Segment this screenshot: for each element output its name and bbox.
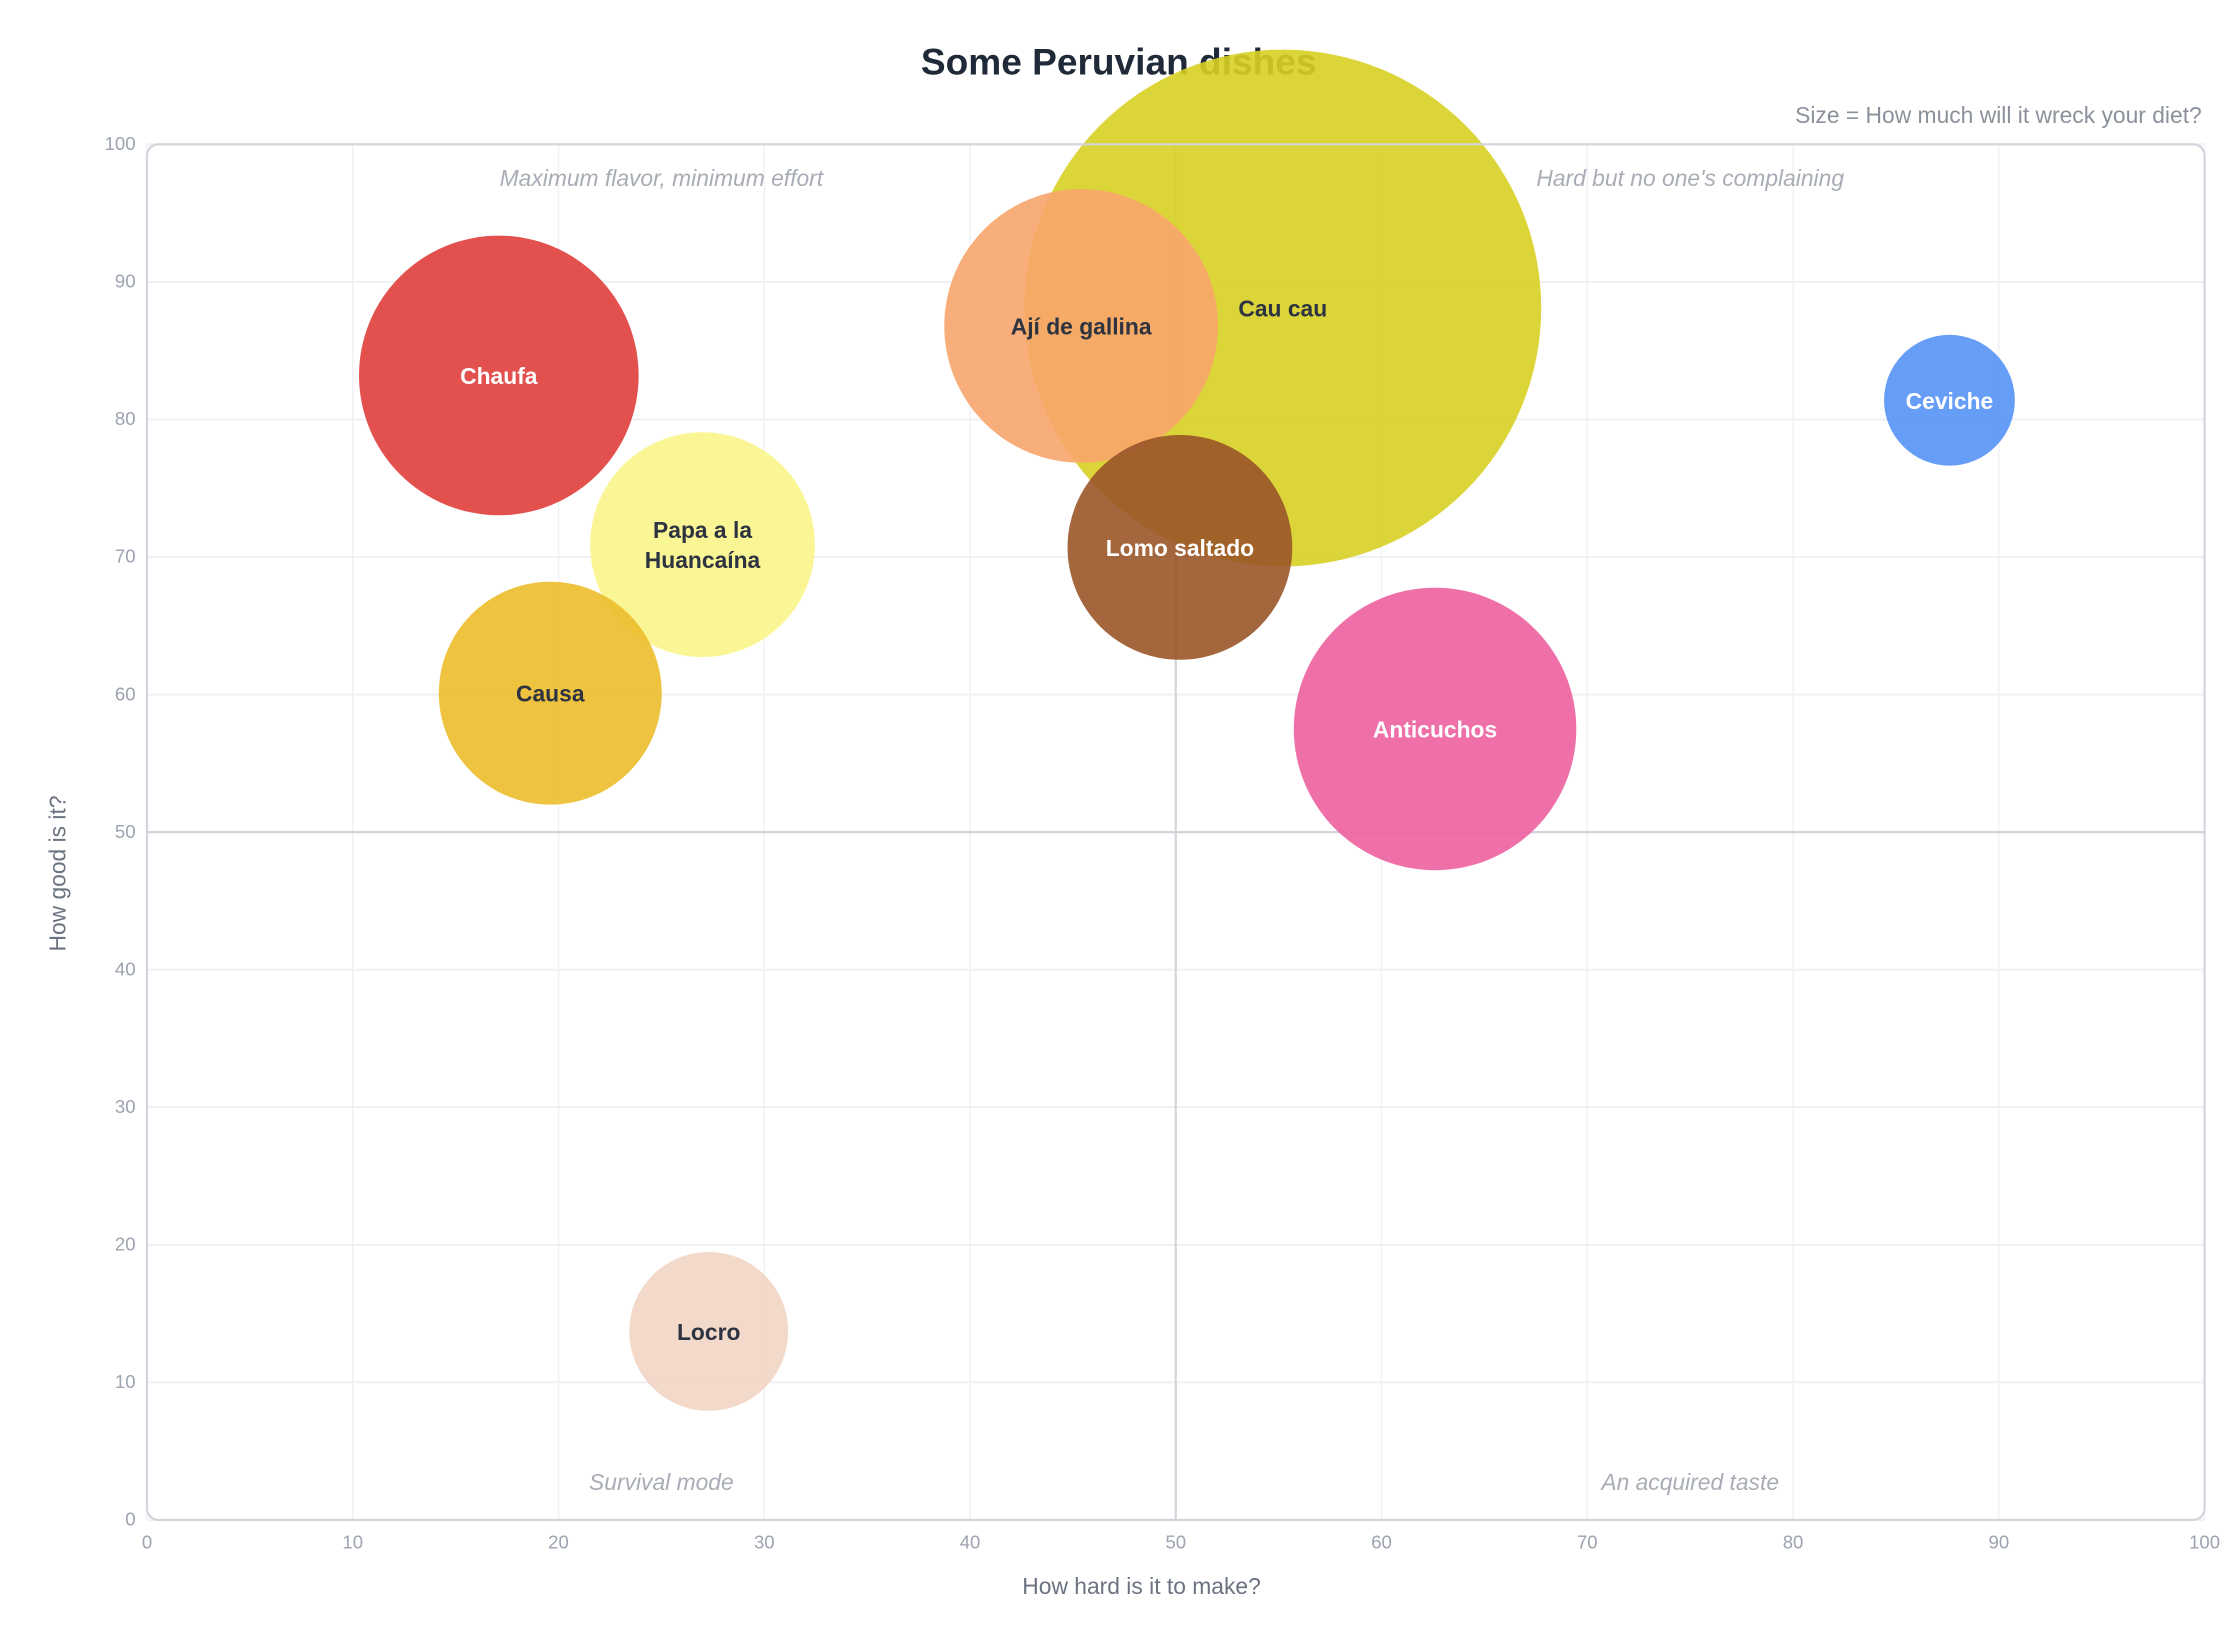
quadrant-label: An acquired taste (1599, 1469, 1779, 1495)
bubble (629, 1252, 789, 1411)
bubble-label: Anticuchos (1373, 717, 1497, 743)
x-tick-label: 40 (960, 1531, 981, 1552)
plot-border (145, 143, 2206, 1521)
bubble-group (590, 432, 815, 657)
x-tick-label: 10 (342, 1531, 363, 1552)
y-tick-label: 10 (115, 1371, 136, 1392)
x-tick-label: 90 (1989, 1531, 2010, 1552)
ticks: 0 10 20 30 40 50 60 70 80 90 100 0 10 20 30 40 50 60 70 80 9… (105, 133, 2220, 1552)
x-tick-label: 80 (1783, 1531, 1804, 1552)
bubble (1067, 435, 1293, 660)
bubble (438, 581, 662, 805)
y-axis-title: How good is it? (45, 795, 71, 951)
x-tick-label: 100 (2189, 1531, 2220, 1552)
x-tick-label: 30 (754, 1531, 775, 1552)
y-tick-label: 30 (115, 1096, 136, 1117)
bubble-label: Huancaína (645, 547, 761, 573)
bubble-label: Papa a la (653, 517, 752, 543)
quadrant-label: Survival mode (589, 1469, 734, 1495)
bubble-group (1067, 435, 1293, 660)
quadrant-label: Maximum flavor, minimum effort (500, 165, 825, 191)
bubble-label: Chaufa (460, 363, 538, 389)
bubble-label: Causa (516, 681, 585, 707)
y-tick-label: 50 (115, 821, 136, 842)
bubble-group (438, 581, 662, 805)
bubble-label: Locro (677, 1319, 740, 1345)
bubble (590, 432, 815, 657)
bubbles: Cau cau Ají de gallina Chaufa Papa a la Huan… (359, 49, 2015, 1411)
bubble-group (629, 1252, 789, 1411)
bubble-label: Cau cau (1238, 296, 1327, 322)
bubble-group (1293, 587, 1577, 871)
y-tick-label: 60 (115, 683, 136, 704)
x-tick-label: 70 (1577, 1531, 1598, 1552)
bubble (944, 189, 1218, 463)
x-tick-label: 60 (1371, 1531, 1392, 1552)
y-tick-label: 70 (115, 546, 136, 567)
y-tick-label: 20 (115, 1233, 136, 1254)
x-tick-label: 0 (142, 1531, 152, 1552)
y-tick-label: 80 (115, 408, 136, 429)
y-tick-label: 0 (125, 1509, 135, 1530)
y-tick-label: 40 (115, 958, 136, 979)
quadrant-label: Hard but no one's complaining (1536, 165, 1844, 191)
bubble-group (359, 235, 639, 516)
x-tick-label: 20 (548, 1531, 569, 1552)
size-legend-label: Size = How much will it wreck your diet? (1795, 102, 2202, 128)
y-tick-label: 90 (115, 271, 136, 292)
bubble-label: Ceviche (1906, 388, 1994, 414)
y-tick-label: 100 (105, 133, 136, 154)
bubble (359, 235, 639, 516)
x-tick-label: 50 (1165, 1531, 1186, 1552)
bubble-group (1884, 334, 2015, 466)
bubble (1293, 587, 1577, 871)
bubble-label: Ají de gallina (1011, 313, 1152, 339)
bubble-group (944, 189, 1218, 463)
bubble-label: Lomo saltado (1106, 535, 1254, 561)
quadrant-labels: Maximum flavor, minimum effort Hard but n… (500, 165, 1845, 1495)
bubble (1884, 334, 2015, 466)
x-axis-title: How hard is it to make? (1022, 1573, 1261, 1599)
